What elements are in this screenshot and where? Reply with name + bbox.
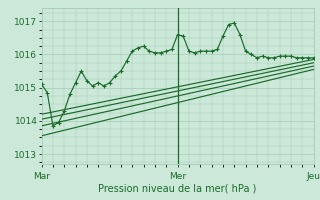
X-axis label: Pression niveau de la mer( hPa ): Pression niveau de la mer( hPa ) bbox=[99, 183, 257, 193]
